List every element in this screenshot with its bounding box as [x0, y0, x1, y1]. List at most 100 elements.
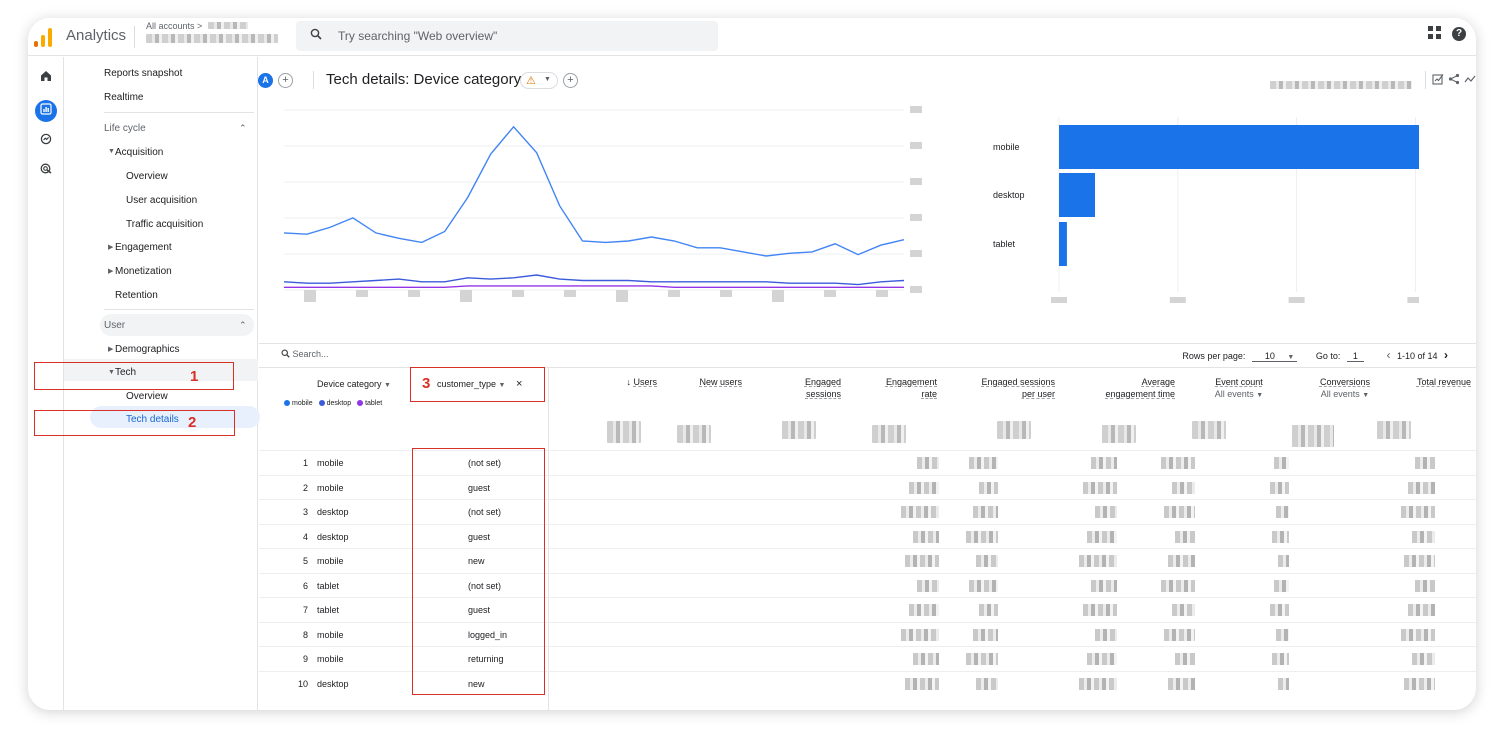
redacted-metrics	[579, 651, 1459, 667]
caret-right-icon: ▶	[108, 244, 114, 251]
conversions-header[interactable]: Conversions All events ▼	[1319, 377, 1371, 399]
annotation-box-customer-type	[412, 448, 545, 695]
nav-tech-overview[interactable]: Overview	[126, 391, 168, 402]
redacted-metrics	[579, 529, 1459, 545]
reports-icon[interactable]	[35, 100, 57, 122]
customer-type-cell: guest	[468, 531, 491, 542]
engaged-sessions-header[interactable]: Engaged sessions	[804, 377, 841, 399]
redacted-x-tick	[824, 290, 836, 297]
home-icon[interactable]	[35, 67, 57, 89]
next-page-icon[interactable]: ›	[1444, 348, 1448, 362]
redacted-x-tick	[1288, 297, 1305, 303]
add-comparison-icon[interactable]: +	[278, 73, 293, 88]
redacted-x-tick	[1407, 297, 1419, 303]
device-category-cell: tablet	[317, 605, 340, 615]
nav-acquisition[interactable]: Acquisition	[115, 147, 164, 158]
nav-retention[interactable]: Retention	[115, 290, 158, 301]
bar-chart: mobile desktop tablet	[993, 117, 1419, 303]
avg-engagement-time-header[interactable]: Average engagement time	[1105, 377, 1175, 399]
chevron-up-icon[interactable]: ⌃	[239, 320, 247, 330]
explore-icon[interactable]	[35, 130, 57, 152]
customize-report-icon[interactable]	[1432, 73, 1444, 88]
table-row[interactable]: 9 mobile returning	[259, 646, 1476, 670]
annotation-box-1	[34, 362, 234, 390]
nav-demographics[interactable]: Demographics	[115, 344, 180, 355]
table-row[interactable]: 1 mobile (not set)	[259, 450, 1476, 474]
table-row[interactable]: 10 desktop new	[259, 670, 1476, 695]
nav-reports-snapshot[interactable]: Reports snapshot	[104, 68, 183, 79]
redacted-value	[909, 481, 939, 494]
row-index: 6	[302, 580, 308, 591]
nav-tech-details[interactable]: Tech details	[126, 414, 179, 425]
apps-grid-icon[interactable]	[1428, 26, 1442, 40]
insights-icon[interactable]	[1464, 73, 1476, 88]
new-users-header[interactable]: New users	[699, 377, 742, 387]
customer-type-cell: (not set)	[468, 507, 502, 517]
share-icon[interactable]	[1448, 73, 1460, 88]
nav-realtime[interactable]: Realtime	[104, 92, 144, 103]
device-category-cell: mobile	[317, 654, 344, 664]
customer-type-header[interactable]: customer_type ▼ ×	[437, 378, 523, 390]
caret-down-icon: ▼	[498, 382, 506, 389]
redacted-value	[1411, 530, 1435, 543]
advertising-icon[interactable]	[35, 160, 57, 182]
prev-page-icon[interactable]: ‹	[1386, 348, 1391, 362]
redacted-value	[1400, 506, 1435, 518]
device-category-header[interactable]: Device category ▼	[317, 379, 391, 389]
engaged-sessions-per-user-header[interactable]: Engaged sessions per user	[981, 377, 1055, 399]
customer-type-cell: guest	[468, 605, 491, 615]
table-row[interactable]: 8 mobile logged_in	[259, 621, 1476, 646]
nav-traffic-acquisition[interactable]: Traffic acquisition	[126, 219, 204, 230]
event-count-header[interactable]: Event count All events ▼	[1214, 377, 1264, 399]
nav-monetization[interactable]: Monetization	[115, 266, 172, 277]
nav-engagement[interactable]: Engagement	[115, 242, 172, 253]
nav-section-life-cycle[interactable]: Life cycle	[104, 123, 146, 134]
bar-label-tablet: tablet	[993, 239, 1016, 249]
rows-per-page-select[interactable]: 10 ▼	[1251, 351, 1298, 362]
legend-item-tablet[interactable]: tablet	[357, 400, 382, 407]
search-bar[interactable]: Try searching "Web overview"	[296, 21, 718, 51]
table-row[interactable]: 4 desktop guest	[259, 523, 1476, 548]
help-icon[interactable]: ?	[1452, 27, 1466, 41]
table-search[interactable]: Search...	[281, 349, 329, 359]
redacted-date-range	[1270, 76, 1412, 94]
nav-user-acquisition[interactable]: User acquisition	[126, 195, 198, 206]
app-window: Analytics All accounts > Try searching "…	[28, 18, 1476, 710]
users-header[interactable]: ↓ Users	[626, 377, 657, 387]
redacted-total	[997, 421, 1031, 439]
add-filter-icon[interactable]: +	[563, 73, 578, 88]
page-header: A + Tech details: Device category ⚠ ▼ +	[258, 57, 1476, 101]
table-row[interactable]: 3 desktop (not set)	[259, 499, 1476, 523]
redacted-value	[1272, 653, 1289, 665]
total-revenue-header[interactable]: Total revenue	[1416, 377, 1471, 387]
nav-tech[interactable]: Tech	[115, 367, 137, 378]
data-quality-chip[interactable]: ⚠ ▼	[520, 72, 558, 89]
line-chart	[283, 106, 922, 302]
account-switcher[interactable]: All accounts >	[146, 21, 278, 45]
table-row[interactable]: 7 tablet guest	[259, 597, 1476, 621]
nav-section-user[interactable]: User	[104, 320, 126, 331]
accounts-label: All accounts >	[146, 21, 203, 31]
table-row[interactable]: 6 tablet (not set)	[259, 572, 1476, 597]
nav-acquisition-overview[interactable]: Overview	[126, 171, 168, 182]
analytics-logo-icon[interactable]	[34, 27, 54, 47]
redacted-total	[1102, 425, 1136, 443]
redacted-value	[1168, 677, 1195, 690]
row-index: 4	[302, 531, 308, 542]
report-navigation: Reports snapshot Realtime Life cycle ⌃ ▼…	[64, 57, 260, 710]
comparison-avatar[interactable]: A	[258, 73, 273, 88]
table-row[interactable]: 5 mobile new	[259, 548, 1476, 572]
device-category-cell: tablet	[317, 580, 340, 591]
goto-input[interactable]: 1	[1346, 351, 1364, 362]
redacted-value	[965, 530, 998, 543]
redacted-metrics	[579, 676, 1459, 692]
redacted-x-tick	[668, 290, 680, 297]
bar-mobile	[1059, 125, 1419, 169]
legend-item-desktop[interactable]: desktop	[318, 400, 351, 407]
legend-item-mobile[interactable]: mobile	[284, 400, 313, 407]
chevron-up-icon[interactable]: ⌃	[239, 123, 247, 133]
table-row[interactable]: 2 mobile guest	[259, 474, 1476, 499]
engagement-rate-header[interactable]: Engagement rate	[885, 377, 937, 399]
redacted-metrics	[579, 553, 1459, 569]
redacted-y-tick	[910, 286, 922, 293]
